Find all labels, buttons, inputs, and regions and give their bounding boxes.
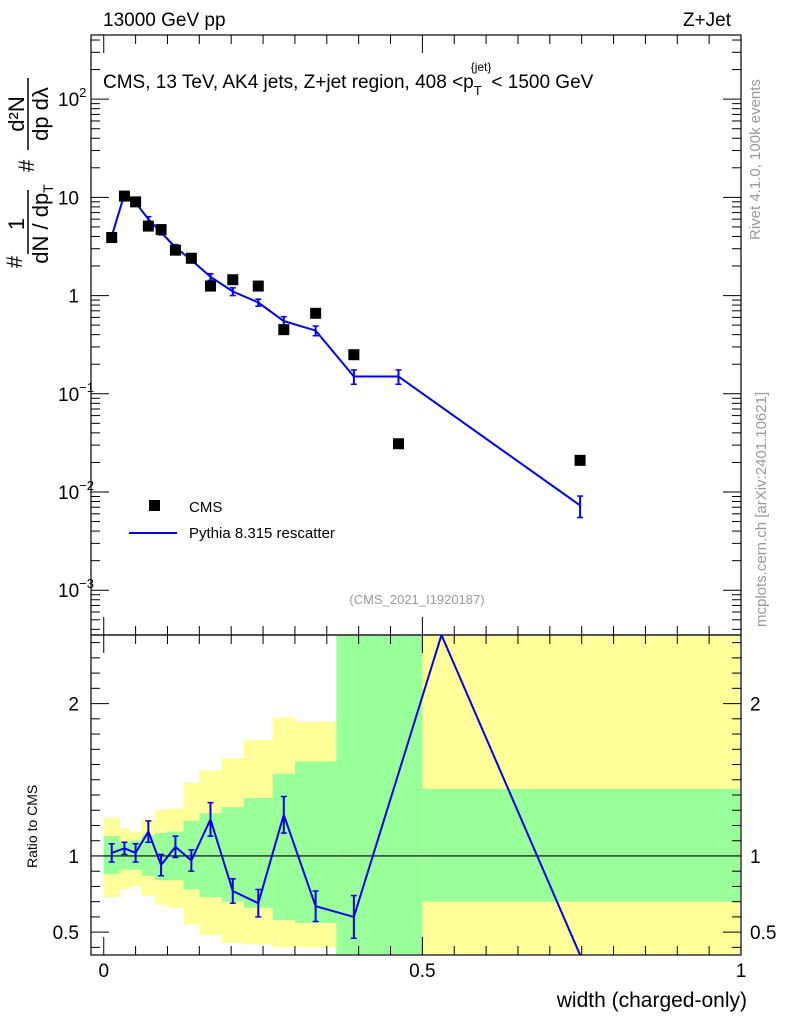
green-band-bin-14 — [422, 788, 740, 902]
ratio-xtick-label-0: 0 — [98, 961, 109, 982]
pythia-series-line — [110, 192, 581, 507]
cms-point-4 — [155, 224, 167, 236]
ratio-ytick-label-left-2: 0.5 — [53, 923, 79, 944]
main-ytick-label-1: 10 — [58, 188, 79, 209]
cms-point-8 — [227, 274, 239, 286]
ratio-xtick-label-1: 0.5 — [409, 961, 435, 982]
ratio-ylabel: Ratio to CMS — [24, 785, 40, 868]
xlabel: width (charged-only) — [556, 989, 747, 1012]
mcplots-label: mcplots.cern.ch [arXiv:2401.10621] — [753, 392, 770, 627]
legend-marker-cms — [149, 500, 160, 511]
ratio-ytick-label-right-1: 1 — [750, 847, 761, 868]
legend: CMS Pythia 8.315 rescatter — [129, 499, 335, 542]
cms-point-2 — [130, 196, 142, 208]
cms-point-5 — [169, 244, 181, 256]
cms-point-6 — [185, 252, 197, 264]
ratio-bands-layer — [103, 636, 740, 954]
ylabel-den2: dp dλ — [28, 87, 53, 141]
green-band-bin-10 — [272, 773, 295, 920]
ratio-ytick-label-left-0: 2 — [68, 695, 79, 716]
ylabel-num1: 1 — [4, 218, 29, 230]
cms-point-9 — [252, 280, 264, 292]
header-right-label: Z+Jet — [683, 10, 732, 31]
ylabel-hash-2: # — [14, 159, 39, 172]
ylabel-hash-1: # — [2, 255, 27, 268]
green-band-bin-13 — [371, 636, 423, 954]
main-plot-frame — [90, 34, 742, 636]
cms-point-10 — [278, 324, 290, 336]
ratio-series-group — [108, 635, 582, 955]
main-ytick-label-0: 102 — [58, 85, 86, 111]
main-ytick-label-3: 10−1 — [58, 380, 94, 406]
main-ylabel: # 1 dN / dpT # d²N dp dλ — [2, 78, 56, 268]
green-band-bin-3 — [141, 834, 155, 876]
analysis-watermark: (CMS_2021_I1920187) — [349, 592, 484, 607]
main-ytick-label-2: 1 — [68, 287, 79, 308]
ylabel-den1: dN / dpT — [28, 184, 56, 264]
legend-label-pythia: Pythia 8.315 rescatter — [189, 525, 335, 542]
header-left-label: 13000 GeV pp — [103, 10, 226, 31]
ratio-ytick-label-left-1: 1 — [68, 847, 79, 868]
cms-point-12 — [348, 349, 360, 361]
series-layer — [106, 190, 586, 955]
cms-point-0 — [106, 232, 118, 244]
green-band-bin-8 — [221, 807, 244, 902]
legend-label-cms: CMS — [189, 499, 222, 516]
ratio-xtick-label-2: 1 — [736, 961, 747, 982]
ratio-ytick-label-right-2: 0.5 — [750, 923, 776, 944]
cms-point-1 — [118, 190, 130, 202]
main-ytick-label-4: 10−2 — [58, 478, 94, 504]
main-ytick-label-5: 10−3 — [58, 576, 94, 602]
cms-point-11 — [310, 307, 322, 319]
cms-point-7 — [204, 280, 216, 292]
plot-title: CMS, 13 TeV, AK4 jets, Z+jet region, 408… — [103, 60, 594, 98]
ratio-ytick-label-right-0: 2 — [750, 695, 761, 716]
cms-point-14 — [574, 454, 586, 466]
cms-point-3 — [142, 220, 154, 232]
rivet-version-label: Rivet 4.1.0, 100k events — [747, 79, 764, 240]
cms-point-13 — [392, 438, 404, 450]
ylabel-num2: d²N — [4, 96, 29, 131]
